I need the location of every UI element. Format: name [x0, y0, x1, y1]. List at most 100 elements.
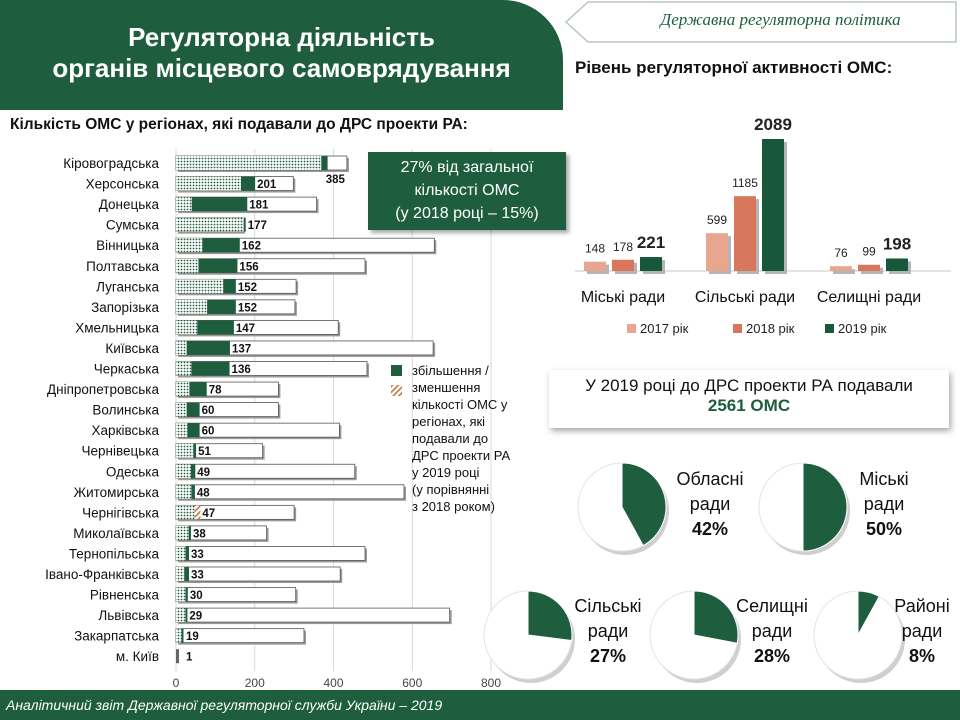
increase-bar [186, 402, 200, 417]
legend-note-line9: з 2018 роком) [412, 499, 495, 514]
base-2018-bar [176, 587, 186, 602]
base-2018-bar [176, 628, 182, 643]
pie-label-miski-line2: ради [863, 494, 905, 514]
value-label: 47 [202, 508, 215, 520]
region-label: Волинська [92, 403, 159, 418]
legend-note-line4: регіонах, які [412, 414, 486, 429]
column-value-label: 76 [834, 246, 848, 260]
footer-bar [0, 690, 960, 720]
callout-line1: 27% від загальної [400, 159, 534, 176]
region-label: Тернопільська [69, 546, 160, 561]
x-tick-label: 400 [323, 676, 343, 690]
increase-bar [191, 197, 248, 212]
value-label: 156 [239, 261, 258, 273]
pie-label-raionni-line1: Районі [894, 596, 950, 616]
base-2018-bar [176, 176, 241, 191]
total-box: У 2019 році до ДРС проекти РА подавали 2… [549, 370, 949, 428]
pie-label-silski-line1: Сільські [574, 596, 642, 616]
callout-line2: кількості ОМС [414, 182, 520, 199]
pie-label-oblasni: Обласні ради 42% [660, 467, 760, 542]
column-legend-label: 2018 рік [746, 321, 795, 336]
base-2018-bar [176, 525, 189, 540]
region-label: Івано-Франківська [45, 567, 159, 582]
region-label: Львівська [98, 608, 159, 623]
page-title: Регуляторна діяльність органів місцевого… [0, 22, 563, 84]
column-bar [640, 257, 662, 271]
base-2018-bar [176, 361, 192, 376]
value-label: 177 [248, 220, 267, 232]
base-2018-bar [176, 567, 185, 581]
total-line: У 2019 році до ДРС проекти РА подавали [585, 376, 913, 395]
pie-slice [527, 590, 573, 642]
column-value-label: 198 [883, 234, 911, 253]
pie-label-miski: Міські ради 50% [834, 467, 934, 542]
column-value-label: 1185 [732, 176, 758, 190]
region-label: Закарпатська [74, 629, 159, 644]
change-legend-text: збільшення / зменшення кількості ОМС у р… [412, 362, 510, 515]
increase-swatch [391, 365, 402, 376]
base-2018-bar [176, 443, 194, 458]
column-bar [886, 258, 908, 271]
column-legend-swatch [825, 324, 834, 333]
column-value-label: 99 [862, 245, 876, 259]
column-category-label: Сільські ради [695, 289, 795, 306]
value-label: 136 [232, 364, 251, 376]
regions-bar-chart: 3852011811771621561521521471371367860605… [45, 149, 501, 690]
region-label: Житомирська [74, 485, 160, 500]
increase-bar [187, 423, 200, 438]
legend-note-line5: подавали до [412, 431, 489, 446]
value-label: 19 [186, 631, 199, 643]
value-label: 78 [209, 385, 222, 397]
increase-bar [207, 299, 236, 314]
legend-note-line6: ДРС проекти РА [412, 448, 511, 463]
value-label: 48 [197, 487, 210, 499]
increase-bar [181, 628, 184, 643]
pie-label-oblasni-line1: Обласні [676, 469, 744, 489]
base-2018-bar [176, 279, 224, 294]
pie-label-selyshchni-line1: Селищні [736, 596, 808, 616]
base-2018-bar [176, 464, 191, 479]
column-legend-swatch [627, 324, 636, 333]
value-label: 33 [191, 549, 204, 561]
column-bar [612, 259, 634, 271]
base-2018-bar [176, 382, 190, 397]
column-legend-swatch [733, 324, 742, 333]
column-bar [706, 233, 728, 271]
value-bar [176, 649, 179, 664]
legend-note-line2: зменшення [412, 380, 481, 395]
value-label: 385 [326, 174, 346, 186]
column-value-label: 148 [585, 242, 605, 256]
legend-note-line1: збільшення / [412, 363, 489, 378]
base-2018-bar [176, 340, 187, 355]
column-value-label: 2089 [754, 115, 792, 134]
pie-slice [621, 462, 667, 547]
region-label: Рівненська [90, 588, 160, 603]
increase-bar [184, 567, 189, 581]
region-label: Чернівецька [82, 444, 160, 459]
column-legend-label: 2017 рік [640, 321, 689, 336]
increase-bar [197, 320, 234, 335]
pie-label-raionni-line2: ради [901, 621, 943, 641]
increase-bar [185, 587, 188, 602]
base-2018-bar [176, 258, 199, 273]
region-label: Луганська [96, 279, 159, 294]
increase-bar [198, 258, 238, 273]
increase-bar [321, 156, 328, 170]
x-tick-label: 200 [245, 676, 265, 690]
pie-label-oblasni-line2: ради [689, 494, 731, 514]
page-title-line1: Регуляторна діяльність [128, 22, 435, 52]
base-2018-bar [176, 402, 187, 417]
region-label: Одеська [106, 464, 160, 479]
increase-bar [191, 484, 195, 499]
region-label: Кіровоградська [63, 156, 159, 171]
value-label: 137 [232, 343, 251, 355]
region-label: Запорізька [91, 300, 159, 315]
pie-percent-selyshchni: 28% [753, 646, 791, 666]
region-label: Чернігівська [82, 505, 159, 520]
x-tick-label: 600 [402, 676, 422, 690]
base-2018-bar [176, 299, 208, 314]
pie-percent-silski: 27% [589, 646, 627, 666]
region-label: Сумська [106, 218, 160, 233]
value-label: 30 [190, 590, 203, 602]
increase-bar [240, 176, 256, 191]
